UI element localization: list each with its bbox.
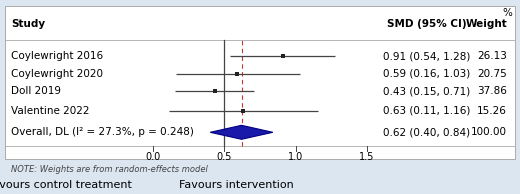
Text: 20.75: 20.75	[477, 69, 507, 79]
Text: 100.00: 100.00	[471, 127, 507, 137]
Polygon shape	[210, 125, 273, 139]
Text: 37.86: 37.86	[477, 86, 507, 96]
Text: Study: Study	[11, 19, 46, 29]
Text: Valentine 2022: Valentine 2022	[11, 106, 90, 116]
Text: NOTE: Weights are from random-effects model: NOTE: Weights are from random-effects mo…	[11, 165, 209, 174]
Text: Doll 2019: Doll 2019	[11, 86, 61, 96]
Text: 0.59 (0.16, 1.03): 0.59 (0.16, 1.03)	[383, 69, 470, 79]
Text: Favours intervention: Favours intervention	[179, 180, 294, 190]
Text: 1.5: 1.5	[359, 152, 374, 162]
Text: 1.0: 1.0	[288, 152, 303, 162]
Text: 0.5: 0.5	[217, 152, 232, 162]
Text: 26.13: 26.13	[477, 51, 507, 61]
Text: %: %	[502, 8, 512, 18]
Text: 0.43 (0.15, 0.71): 0.43 (0.15, 0.71)	[383, 86, 470, 96]
Text: 15.26: 15.26	[477, 106, 507, 116]
Bar	[5, 6, 515, 159]
Text: 0.62 (0.40, 0.84): 0.62 (0.40, 0.84)	[383, 127, 470, 137]
Text: Overall, DL (I² = 27.3%, p = 0.248): Overall, DL (I² = 27.3%, p = 0.248)	[11, 127, 194, 137]
Text: 0.63 (0.11, 1.16): 0.63 (0.11, 1.16)	[383, 106, 470, 116]
Text: 0.0: 0.0	[146, 152, 161, 162]
Text: SMD (95% CI): SMD (95% CI)	[386, 19, 466, 29]
Text: 0.91 (0.54, 1.28): 0.91 (0.54, 1.28)	[383, 51, 470, 61]
Text: Coylewright 2016: Coylewright 2016	[11, 51, 103, 61]
Text: Favours control treatment: Favours control treatment	[0, 180, 132, 190]
Text: Coylewright 2020: Coylewright 2020	[11, 69, 103, 79]
Text: Weight: Weight	[465, 19, 507, 29]
